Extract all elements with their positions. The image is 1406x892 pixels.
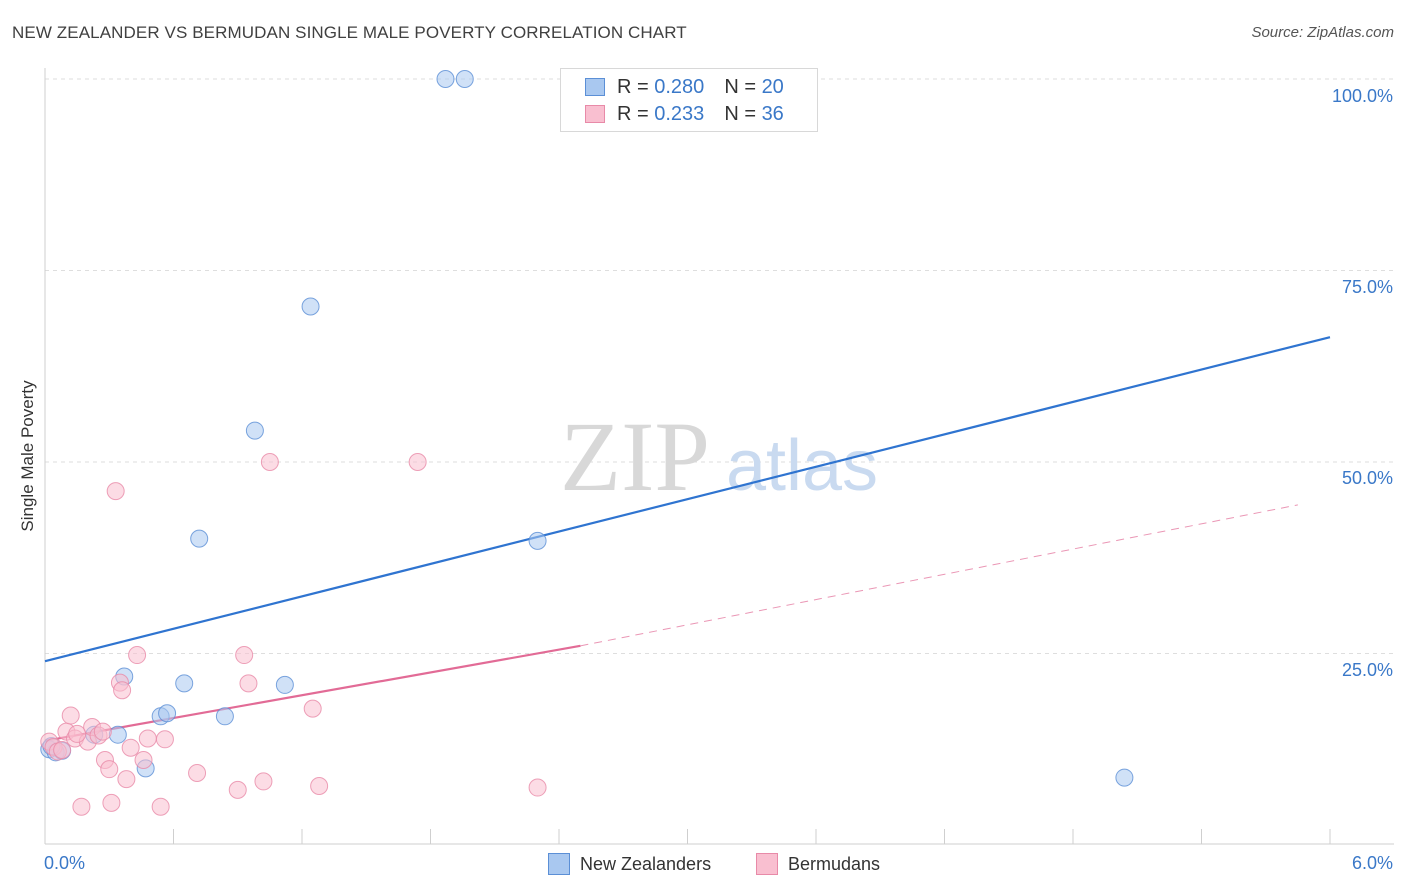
point-bermudan-16 <box>113 681 132 700</box>
point-bermudan-33 <box>528 778 547 797</box>
point-bermudan-30 <box>303 699 322 718</box>
legend-r-value: 0.280 <box>654 75 705 98</box>
data-points <box>40 70 1134 816</box>
point-bermudan-14 <box>106 482 125 501</box>
point-new-zealander-4 <box>108 725 127 744</box>
legend-n-label: N = <box>724 75 756 98</box>
point-new-zealander-12 <box>245 421 264 440</box>
point-bermudan-18 <box>121 738 140 757</box>
series-swatch-pink <box>756 853 778 875</box>
legend-row-new-zealanders: R = 0.280 N = 20 <box>585 75 784 99</box>
x-tick-label-max: 6.0% <box>1351 853 1393 873</box>
legend-r-label: R = <box>617 75 649 98</box>
legend-row-bermudans: R = 0.233 N = 36 <box>585 102 784 126</box>
legend-r-value: 0.233 <box>654 102 705 125</box>
point-bermudan-31 <box>310 777 329 796</box>
point-bermudan-20 <box>134 750 153 769</box>
point-bermudan-22 <box>151 797 170 816</box>
gridlines <box>45 78 1394 654</box>
watermark-atlas: atlas <box>726 426 878 506</box>
point-new-zealander-15 <box>436 70 455 88</box>
legend-swatch-blue <box>585 78 605 96</box>
point-new-zealander-10 <box>190 529 209 548</box>
y-tick-label-75: 75.0% <box>1341 277 1393 297</box>
chart-source: Source: ZipAtlas.com <box>1251 24 1394 41</box>
series-legend-new-zealanders[interactable]: New Zealanders <box>548 852 711 876</box>
point-bermudan-17 <box>117 770 136 789</box>
point-bermudan-12 <box>100 760 119 779</box>
point-new-zealander-11 <box>215 707 234 726</box>
point-bermudan-13 <box>102 793 121 812</box>
trendlines <box>44 336 1331 742</box>
point-bermudan-10 <box>93 722 112 741</box>
series-legend-bermudans[interactable]: Bermudans <box>756 852 880 876</box>
point-new-zealander-17 <box>528 531 547 550</box>
point-bermudan-24 <box>188 763 207 782</box>
y-tick-label-25: 25.0% <box>1341 660 1393 680</box>
point-new-zealander-8 <box>158 704 177 723</box>
point-bermudan-35 <box>68 724 87 743</box>
x-axis-ticks <box>44 829 1331 844</box>
point-bermudan-23 <box>155 730 174 749</box>
watermark-zip: ZIP <box>560 401 710 512</box>
y-tick-label-100: 100.0% <box>1331 86 1393 106</box>
point-bermudan-26 <box>235 646 254 665</box>
trendline-bermudans-extension <box>580 504 1298 647</box>
point-bermudan-34 <box>53 741 72 760</box>
point-bermudan-29 <box>260 453 279 471</box>
legend-swatch-pink <box>585 105 605 123</box>
point-new-zealander-18 <box>1115 768 1134 787</box>
point-bermudan-19 <box>128 646 147 665</box>
point-new-zealander-14 <box>301 297 320 316</box>
point-bermudan-32 <box>408 453 427 471</box>
point-bermudan-4 <box>61 706 80 725</box>
legend-r-label: R = <box>617 102 649 125</box>
watermark: ZIP atlas <box>560 401 878 512</box>
chart-title: NEW ZEALANDER VS BERMUDAN SINGLE MALE PO… <box>12 23 687 42</box>
point-bermudan-6 <box>72 797 91 816</box>
point-new-zealander-9 <box>175 674 194 693</box>
axes <box>44 68 1394 845</box>
legend-n-label: N = <box>724 102 756 125</box>
point-bermudan-21 <box>138 729 157 748</box>
point-bermudan-28 <box>254 772 273 791</box>
point-new-zealander-13 <box>275 675 294 694</box>
trendline-bermudans <box>44 644 581 742</box>
y-tick-label-50: 50.0% <box>1341 468 1393 488</box>
series-legend-label: New Zealanders <box>580 853 712 874</box>
legend-n-value: 20 <box>761 75 784 98</box>
legend-n-value: 36 <box>761 102 784 125</box>
x-tick-label-min: 0.0% <box>44 853 86 873</box>
correlation-legend: R = 0.280 N = 20 R = 0.233 N = 36 <box>560 68 818 132</box>
series-swatch-blue <box>548 853 570 875</box>
y-axis-label: Single Male Poverty <box>18 380 37 532</box>
trendline-new-zealanders <box>44 336 1331 663</box>
series-legend-label: Bermudans <box>788 853 881 874</box>
point-new-zealander-16 <box>455 70 474 88</box>
point-bermudan-25 <box>228 780 247 799</box>
point-bermudan-27 <box>239 674 258 693</box>
